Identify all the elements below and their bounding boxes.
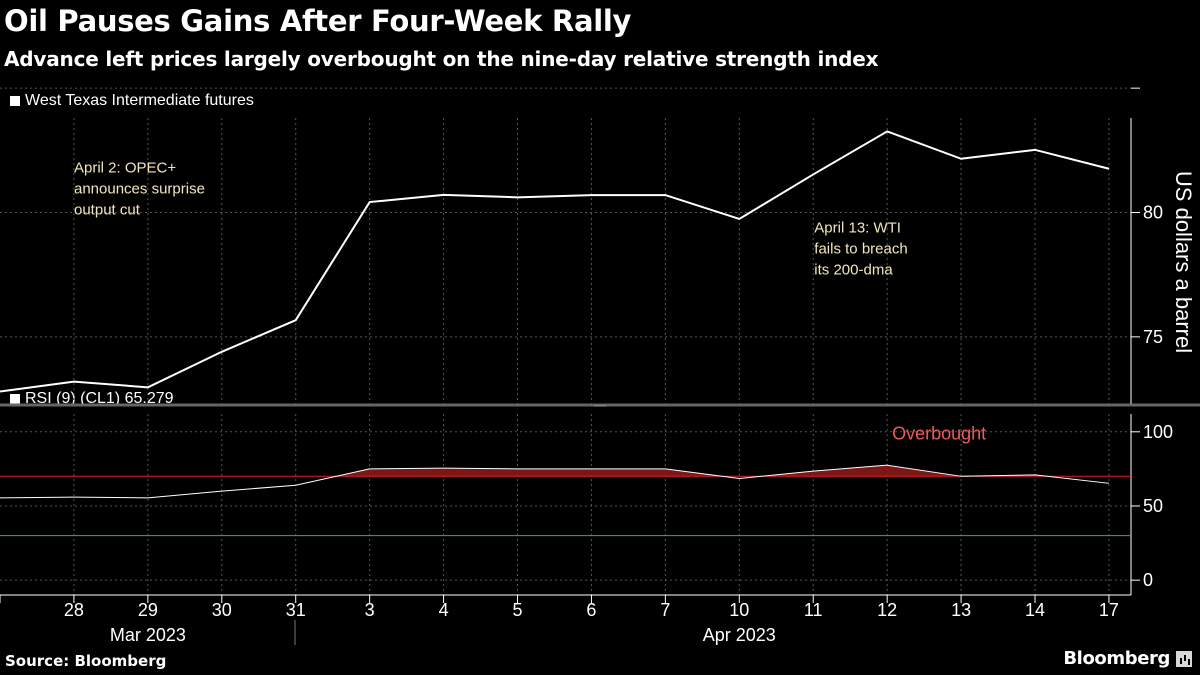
x-tick-label: 6: [586, 600, 596, 620]
x-tick-label: 28: [64, 600, 84, 620]
x-tick-label: 29: [138, 600, 158, 620]
month-label: Apr 2023: [703, 625, 776, 645]
rsi-tick-label: 0: [1143, 570, 1153, 590]
rsi-gridlines: [0, 431, 1131, 581]
annotation-line: output cut: [74, 202, 141, 219]
overbought-label: Overbought: [892, 423, 986, 443]
annotation-line: announces surprise: [74, 181, 205, 198]
chart-logo-icon: [1176, 650, 1192, 667]
price-legend: West Texas Intermediate futures: [10, 92, 254, 110]
annotation-line: April 13: WTI: [814, 219, 901, 236]
bloomberg-brand: Bloomberg: [1063, 648, 1192, 669]
rsi-y-ticks: 0 50 100: [1131, 422, 1173, 590]
x-tick-label: 30: [212, 600, 232, 620]
wti-price-line: [0, 130, 1110, 393]
x-tick-label: 10: [729, 600, 749, 620]
rsi-tick-label: 50: [1143, 496, 1163, 516]
rsi-points: [0, 465, 1110, 498]
brand-name: Bloomberg: [1063, 648, 1170, 669]
x-tick-label: 12: [877, 600, 897, 620]
x-tick-label: 3: [365, 600, 375, 620]
rsi-line: [0, 464, 1110, 499]
wti-price-points: [0, 131, 1110, 392]
x-ticks: 28 29 30 31 3 4 5 6 7 10 11 12 13 14 17: [0, 595, 1119, 620]
x-tick-label: 17: [1099, 600, 1119, 620]
x-tick-label: 31: [286, 600, 306, 620]
chart-subtitle: Advance left prices largely overbought o…: [4, 47, 879, 71]
annotations: April 2: OPEC+ announces surprise output c…: [74, 160, 908, 279]
legend-swatch: [10, 96, 20, 106]
vertical-gridlines: [73, 118, 1110, 595]
source-note: Source: Bloomberg: [5, 652, 167, 670]
rsi-legend: RSI (9) (CL1) 65.279: [10, 390, 174, 408]
rsi-legend-label: RSI (9) (CL1) 65.279: [25, 390, 174, 407]
x-tick-label: 13: [951, 600, 971, 620]
annotation-line: its 200-dma: [814, 261, 893, 278]
x-tick-label: 14: [1025, 600, 1045, 620]
price-y-ticks: 75 80: [1131, 87, 1163, 347]
price-gridlines: [0, 87, 1131, 338]
legend-swatch: [10, 394, 20, 404]
price-y-axis-title: US dollars a barrel: [1171, 171, 1196, 353]
month-labels: Mar 2023 Apr 2023: [110, 625, 776, 645]
x-tick-label: 7: [660, 600, 670, 620]
chart-title: Oil Pauses Gains After Four-Week Rally: [4, 4, 632, 38]
x-tick-label: 4: [439, 600, 449, 620]
x-tick-label: 5: [513, 600, 523, 620]
price-tick-label: 80: [1143, 203, 1163, 223]
annotation-line: fails to breach: [814, 240, 907, 257]
rsi-tick-label: 100: [1143, 422, 1173, 442]
annotation-line: April 2: OPEC+: [74, 160, 176, 177]
overbought-fill: [336, 465, 1048, 477]
price-tick-label: 75: [1143, 327, 1163, 347]
month-label: Mar 2023: [110, 625, 186, 645]
x-tick-label: 11: [804, 600, 823, 620]
price-legend-label: West Texas Intermediate futures: [25, 92, 254, 109]
